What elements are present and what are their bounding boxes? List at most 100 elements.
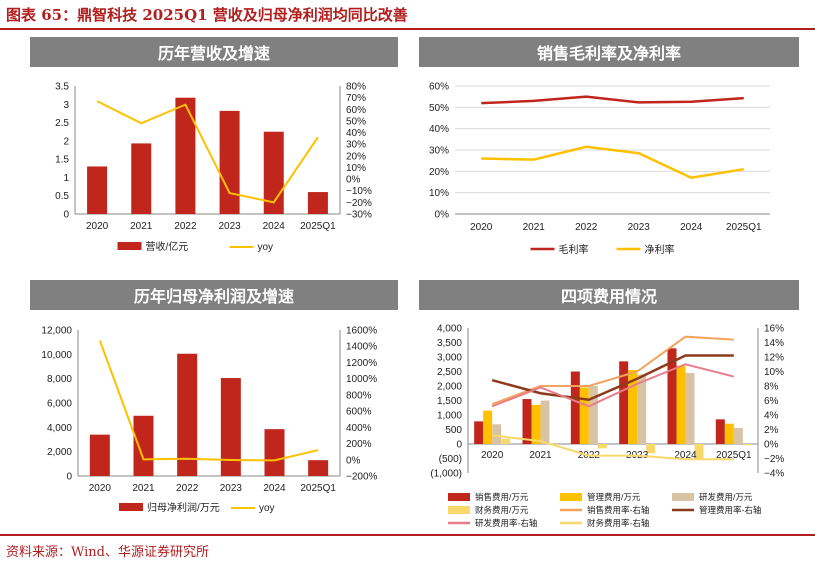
chart2-ytick: 40% <box>429 124 449 135</box>
chart3-ytick-left: 8,000 <box>47 374 72 385</box>
chart1-legend-label: 营收/亿元 <box>146 240 189 253</box>
chart4-bar <box>628 370 638 444</box>
chart3-xtick: 2024 <box>263 483 286 494</box>
chart3-ytick-right: 600% <box>346 407 372 418</box>
chart4-bar <box>619 361 629 444</box>
chart1-bar <box>131 143 152 214</box>
chart4-bar <box>501 438 511 444</box>
chart4-ytick-left: 2,500 <box>437 367 462 378</box>
chart4-bar <box>667 348 677 444</box>
chart4-title: 四项费用情况 <box>419 280 799 310</box>
chart3-bar <box>264 429 285 476</box>
chart4-rate-line <box>491 363 735 408</box>
chart4-bar <box>715 419 725 444</box>
chart1-ytick-right: −20% <box>346 198 372 209</box>
title-rule <box>0 28 815 30</box>
chart1-bar <box>307 192 328 214</box>
chart4-ytick-right: 8% <box>764 382 779 393</box>
chart1-title: 历年营收及增速 <box>30 37 398 67</box>
chart1-bar <box>219 110 240 214</box>
chart4-bar <box>742 444 752 446</box>
chart3-legend-label: yoy <box>259 503 275 514</box>
chart4-bar <box>733 428 743 444</box>
chart4-bar <box>588 386 598 444</box>
source-note: 资料来源：Wind、华源证券研究所 <box>6 545 209 560</box>
chart4-ytick-left: 3,000 <box>437 353 462 364</box>
chart4-ytick-left: (1,000) <box>430 469 462 480</box>
chart4-ytick-left: 0 <box>456 440 462 451</box>
chart4-bar <box>483 410 493 444</box>
chart3-ytick-left: 6,000 <box>47 399 72 410</box>
chart4-ytick-right: 16% <box>764 324 784 335</box>
chart4-bar <box>597 444 607 449</box>
source-rule <box>0 534 815 536</box>
chart4-ytick-left: 3,500 <box>437 338 462 349</box>
chart1-yoy-line <box>96 100 319 204</box>
chart2-xtick: 2020 <box>470 222 493 233</box>
chart4-legend-swatch <box>672 493 694 501</box>
chart1-ytick-left: 1 <box>63 173 69 184</box>
chart1-bar <box>87 166 108 214</box>
chart4-xtick: 2024 <box>674 450 697 461</box>
chart4-bar <box>570 371 580 444</box>
chart2-ytick: 50% <box>429 103 449 114</box>
chart4-ytick-left: (500) <box>439 454 462 465</box>
chart3-xtick: 2020 <box>89 483 112 494</box>
chart2-xtick: 2025Q1 <box>726 222 762 233</box>
chart4-legend-label: 管理费用/万元 <box>587 492 641 502</box>
chart2-legend-label: 净利率 <box>645 243 675 256</box>
chart4-ytick-left: 1,500 <box>437 396 462 407</box>
chart2-xtick: 2023 <box>628 222 651 233</box>
chart1-ytick-left: 2.5 <box>55 118 69 129</box>
chart4-ytick-right: 6% <box>764 396 779 407</box>
chart3-ytick-left: 4,000 <box>47 423 72 434</box>
chart4-legend-swatch <box>448 493 470 501</box>
chart3-ytick-right: −200% <box>346 472 378 483</box>
chart1-ytick-right: 30% <box>346 140 366 151</box>
chart4-ytick-left: 1,000 <box>437 411 462 422</box>
chart3-bar <box>308 460 329 476</box>
chart4-bar <box>637 374 647 444</box>
chart3-ytick-right: 1600% <box>346 326 377 337</box>
chart3-xtick: 2021 <box>132 483 155 494</box>
chart1-xtick: 2021 <box>130 221 153 232</box>
chart3-ytick-right: 200% <box>346 439 372 450</box>
chart1-legend-label: yoy <box>258 242 274 253</box>
chart1-ytick-left: 3.5 <box>55 82 69 93</box>
chart3-bar <box>220 378 241 476</box>
chart1-ytick-left: 0 <box>63 210 69 221</box>
chart4-bar <box>540 400 550 444</box>
chart1-xtick: 2024 <box>263 221 286 232</box>
chart3-ytick-right: 400% <box>346 423 372 434</box>
chart2-xtick: 2024 <box>680 222 703 233</box>
chart3-xtick: 2023 <box>220 483 243 494</box>
chart1-legend-swatch-bar <box>117 242 142 250</box>
chart2-ytick: 0% <box>435 210 450 221</box>
chart3-legend-swatch-bar <box>119 503 143 511</box>
chart1-xtick: 2023 <box>218 221 241 232</box>
chart3-ytick-left: 10,000 <box>41 350 72 361</box>
chart2-xtick: 2021 <box>523 222 546 233</box>
chart4-ytick-right: 12% <box>764 353 784 364</box>
chart4-bar <box>492 424 502 444</box>
chart3-ytick-right: 0% <box>346 455 361 466</box>
chart3-bar <box>89 434 110 476</box>
chart4-ytick-right: 14% <box>764 338 784 349</box>
chart1-ytick-right: 70% <box>346 93 366 104</box>
chart4-bar <box>676 365 686 444</box>
chart1-ytick-right: 40% <box>346 128 366 139</box>
chart4-rate-line <box>491 335 734 406</box>
chart4-ytick-right: −2% <box>764 454 784 465</box>
chart4-legend-label: 管理费用率-右轴 <box>699 505 761 515</box>
chart1-ytick-right: 80% <box>346 82 366 93</box>
chart2-legend-label: 毛利率 <box>559 243 589 256</box>
chart1-ytick-right: 10% <box>346 163 366 174</box>
chart4-ytick-left: 2,000 <box>437 382 462 393</box>
chart4-bar <box>694 444 704 460</box>
chart4-ytick-right: −4% <box>764 469 784 480</box>
chart1-ytick-right: 50% <box>346 116 366 127</box>
chart4-ytick-left: 4,000 <box>437 324 462 335</box>
chart4-legend-label: 研发费用/万元 <box>699 492 753 502</box>
chart3-ytick-left: 12,000 <box>41 326 72 337</box>
chart3-bar <box>177 353 198 476</box>
